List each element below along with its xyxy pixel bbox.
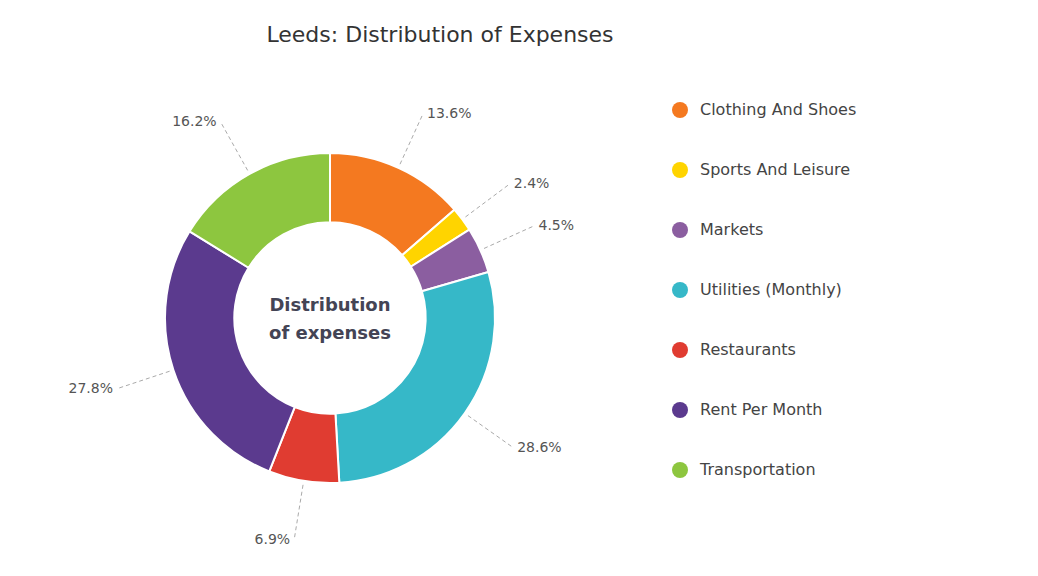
chart: Leeds: Distribution of Expenses 13.6% 2.4%… (0, 0, 1038, 576)
legend-label: Sports And Leisure (700, 160, 850, 179)
slice (165, 231, 295, 471)
leader-line (400, 114, 423, 164)
leader-line (221, 122, 248, 170)
slice (190, 153, 330, 268)
legend-swatch (672, 222, 688, 238)
legend-label: Markets (700, 220, 763, 239)
data-label: 13.6% (427, 105, 471, 121)
data-label: 27.8% (69, 380, 113, 396)
legend-label: Restaurants (700, 340, 796, 359)
slices (165, 153, 495, 483)
legend-swatch (672, 162, 688, 178)
leader-line (117, 371, 170, 388)
legend-label: Clothing And Shoes (700, 100, 856, 119)
leader-line (465, 184, 509, 217)
annotation: Distribution (269, 294, 390, 315)
legend-label: Rent Per Month (700, 400, 822, 419)
leader-line (294, 485, 303, 540)
legend-swatch (672, 102, 688, 118)
legend-label: Utilities (Monthly) (700, 280, 842, 299)
legend-swatch (672, 462, 688, 478)
legend-swatch (672, 342, 688, 358)
data-label: 4.5% (539, 217, 575, 233)
data-label: 6.9% (255, 531, 291, 547)
legend: Clothing And Shoes Sports And Leisure Mark… (672, 100, 856, 479)
title: Leeds: Distribution of Expenses (266, 22, 613, 47)
chart-container: Leeds: Distribution of Expenses 13.6% 2.4%… (0, 0, 1038, 576)
data-label: 16.2% (172, 113, 216, 129)
data-label: 28.6% (517, 439, 561, 455)
leader-line (484, 226, 534, 249)
data-label: 2.4% (514, 175, 550, 191)
leader-line (468, 416, 513, 448)
legend-label: Transportation (699, 460, 816, 479)
legend-swatch (672, 402, 688, 418)
data-labels: 13.6% 2.4% 4.5% 28.6% 6.9% 27.8% 16.2% (69, 105, 575, 547)
annotation: of expenses (269, 322, 391, 343)
legend-swatch (672, 282, 688, 298)
